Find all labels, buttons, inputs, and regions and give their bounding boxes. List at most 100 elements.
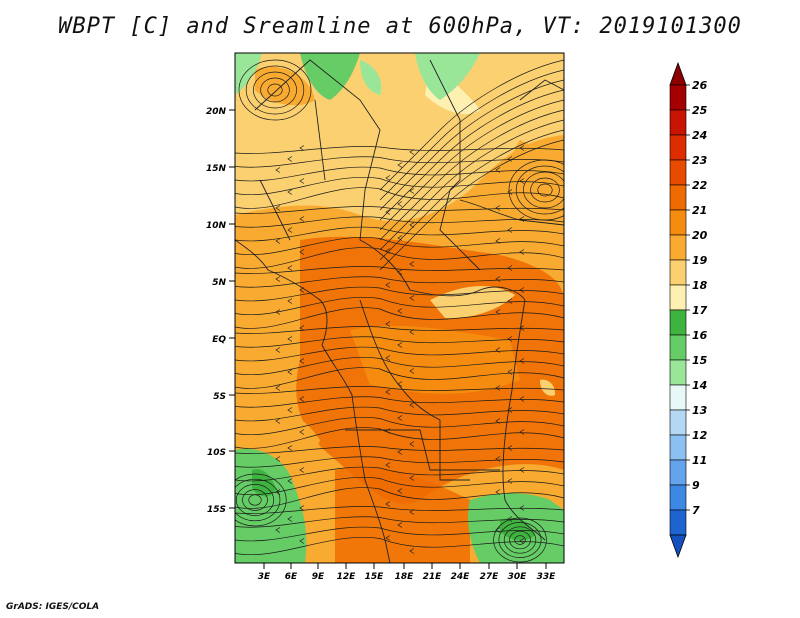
- streamline-arrow: [409, 261, 415, 267]
- streamline-arrow: [287, 445, 293, 451]
- streamline-arrow: [409, 188, 415, 194]
- streamline-arrow: [287, 298, 293, 304]
- lat-tick-label: 15N: [206, 164, 227, 174]
- streamline-arrow: [519, 538, 525, 544]
- colorbar-swatch: [669, 334, 687, 361]
- colorbar-label: 9: [692, 479, 700, 492]
- streamline-arrow: [287, 156, 293, 162]
- colorbar-swatch: [669, 359, 687, 386]
- streamline-arrow: [519, 145, 525, 151]
- streamline: [235, 216, 564, 228]
- lat-tick-label: 15S: [207, 505, 226, 515]
- streamline-arrow: [397, 415, 403, 421]
- streamline-arrow: [397, 201, 403, 207]
- lat-tick-label: 5N: [212, 278, 226, 288]
- colorbar-label: 23: [692, 154, 708, 167]
- colorbar-label: 16: [692, 329, 708, 342]
- streamline-arrow: [299, 145, 305, 151]
- streamline-arrow: [397, 162, 403, 168]
- streamline-arrow: [299, 429, 305, 435]
- streamline: [235, 427, 564, 449]
- streamline-arrow: [385, 462, 391, 468]
- streamline: [235, 336, 564, 348]
- lat-tick-label: 10S: [207, 448, 226, 458]
- lon-tick-label: 18E: [395, 572, 415, 582]
- colorbar-label: 15: [692, 354, 708, 367]
- colorbar-swatch: [669, 434, 687, 461]
- streamline-arrow: [519, 249, 525, 255]
- streamline-arrow: [519, 505, 525, 511]
- streamline: [235, 346, 564, 362]
- streamline-arrow: [275, 167, 281, 173]
- streamline: [235, 456, 564, 468]
- streamline: [235, 506, 564, 514]
- streamline-arrow: [507, 516, 513, 522]
- streamlines: [235, 59, 564, 563]
- streamline: [235, 417, 564, 435]
- streamline: [235, 487, 564, 509]
- streamline-arrow: [275, 456, 281, 462]
- streamline-arrow: [299, 505, 305, 511]
- colorbar-swatch: [669, 259, 687, 286]
- streamline-arrow: [519, 396, 525, 402]
- streamline-arrow: [507, 156, 513, 162]
- streamline-arrow: [299, 249, 305, 255]
- streamline-arrow: [507, 445, 513, 451]
- lon-tick-label: 6E: [285, 572, 298, 582]
- streamline: [235, 156, 564, 168]
- streamline: [379, 139, 564, 271]
- streamline-arrow: [409, 222, 415, 228]
- streamline-arrow: [299, 358, 305, 364]
- streamline-arrow: [299, 467, 305, 473]
- colorbar-swatch: [669, 384, 687, 411]
- streamline-arrow: [495, 167, 501, 173]
- streamline: [379, 129, 564, 261]
- streamline-arrow: [287, 265, 293, 271]
- streamline-arrow: [507, 298, 513, 304]
- colorbar-label: 24: [692, 129, 707, 142]
- colorbar-label: 18: [692, 279, 708, 292]
- streamline: [235, 478, 281, 522]
- streamline: [242, 489, 268, 511]
- streamline-arrow: [299, 538, 305, 544]
- streamline-arrow: [409, 475, 415, 481]
- colorbar-label: 21: [692, 204, 707, 217]
- streamline: [235, 526, 564, 542]
- streamline-arrow: [287, 227, 293, 233]
- streamline: [235, 516, 564, 528]
- colorbar-swatch: [669, 409, 687, 436]
- streamline: [379, 119, 564, 251]
- streamline-arrow: [507, 227, 513, 233]
- streamline: [238, 59, 312, 121]
- streamline-arrow: [299, 216, 305, 222]
- streamline-arrow: [397, 488, 403, 494]
- streamline-arrow: [287, 516, 293, 522]
- streamline: [253, 71, 297, 109]
- streamline: [503, 526, 537, 554]
- streamline-arrow: [299, 325, 305, 331]
- streamline: [260, 77, 290, 103]
- streamline-arrow: [287, 369, 293, 375]
- streamline-arrow: [507, 407, 513, 413]
- streamline-arrow: [519, 467, 525, 473]
- streamline: [235, 473, 287, 527]
- streamline-arrow: [409, 548, 415, 554]
- streamline-arrow: [507, 478, 513, 484]
- streamline-arrow: [299, 178, 305, 184]
- streamline-arrow: [275, 309, 281, 315]
- streamline: [235, 307, 564, 329]
- streamline: [245, 65, 305, 115]
- streamline: [235, 484, 275, 516]
- streamline-arrow: [397, 522, 403, 528]
- streamline-arrow: [495, 276, 501, 282]
- lat-tick-label: 5S: [213, 392, 226, 402]
- streamline-arrow: [275, 205, 281, 211]
- streamline-arrow: [409, 509, 415, 515]
- lon-tick-label: 15E: [365, 572, 385, 582]
- colorbar-label: 20: [692, 229, 708, 242]
- streamline-arrow: [397, 449, 403, 455]
- streamline: [235, 286, 564, 302]
- streamline-arrow: [397, 381, 403, 387]
- map-frame: [234, 52, 565, 564]
- colorbar-swatch: [669, 159, 687, 186]
